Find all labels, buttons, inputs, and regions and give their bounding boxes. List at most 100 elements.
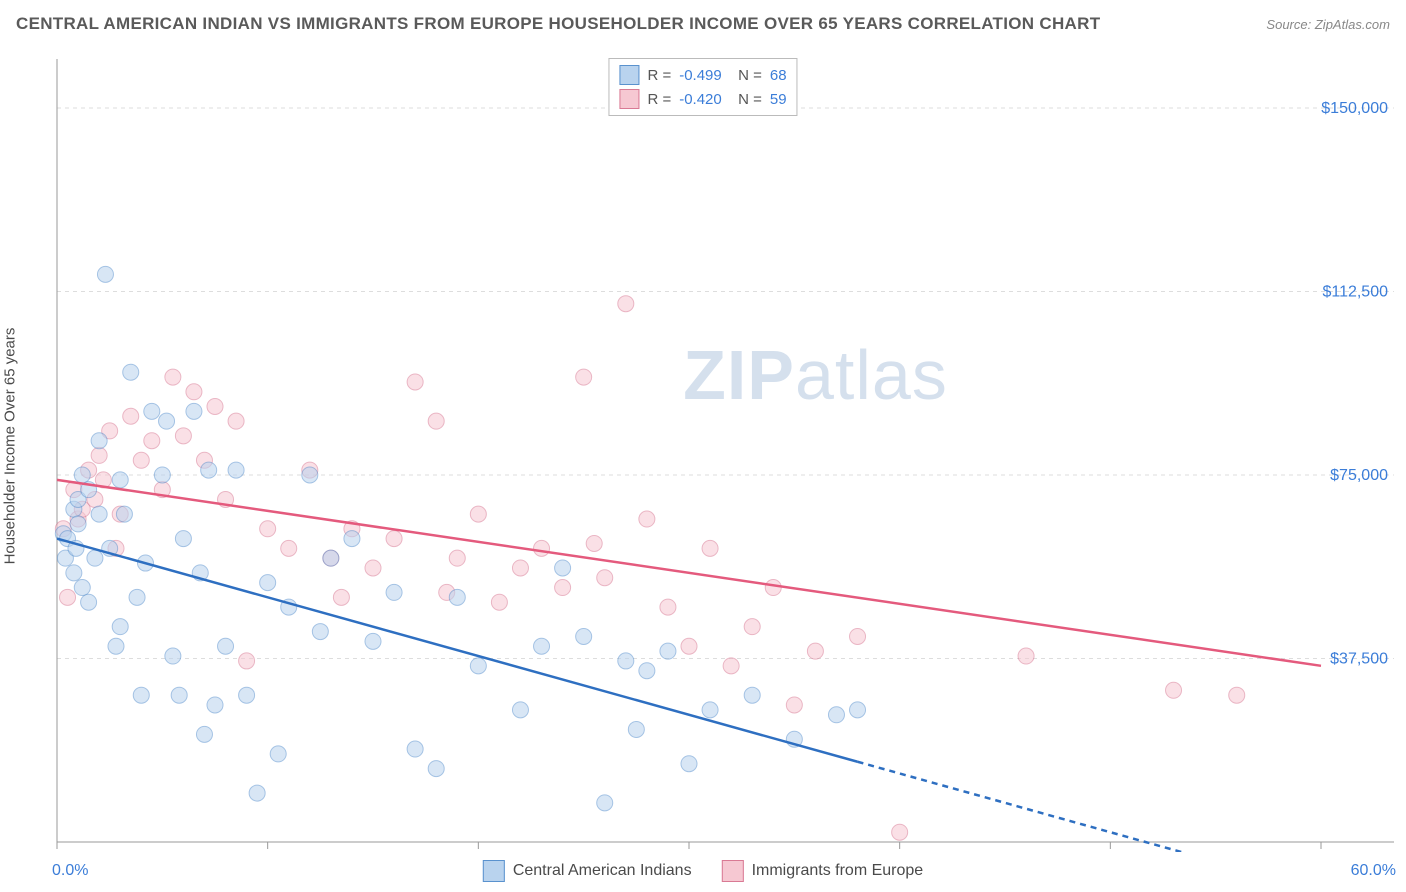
- data-point: [512, 560, 528, 576]
- data-point: [81, 594, 97, 610]
- stats-n-label: N =: [730, 91, 762, 108]
- data-point: [618, 296, 634, 312]
- stats-n-value: 59: [770, 91, 787, 108]
- data-point: [850, 628, 866, 644]
- y-tick-label: $112,500: [1322, 283, 1388, 300]
- data-point: [323, 550, 339, 566]
- data-point: [470, 658, 486, 674]
- data-point: [207, 697, 223, 713]
- data-point: [66, 565, 82, 581]
- x-max-label: 60.0%: [1351, 862, 1396, 880]
- data-point: [744, 687, 760, 703]
- data-point: [597, 795, 613, 811]
- data-point: [91, 506, 107, 522]
- chart-plot-area: $37,500 $75,000 $112,500 $150,000: [52, 55, 1396, 852]
- legend-item: Central American Indians: [483, 860, 692, 882]
- stats-swatch-icon: [619, 89, 639, 109]
- trend-line-dashed: [858, 762, 1321, 852]
- chart-title: CENTRAL AMERICAN INDIAN VS IMMIGRANTS FR…: [16, 14, 1100, 34]
- stats-n-label: N =: [730, 67, 762, 84]
- data-point: [154, 467, 170, 483]
- data-point: [344, 531, 360, 547]
- data-point: [386, 531, 402, 547]
- data-point: [386, 584, 402, 600]
- data-point: [239, 687, 255, 703]
- data-point: [449, 589, 465, 605]
- data-point: [175, 531, 191, 547]
- data-point: [112, 472, 128, 488]
- correlation-stats-box: R = -0.499 N = 68R = -0.420 N = 59: [608, 58, 797, 116]
- data-point: [702, 702, 718, 718]
- y-tick-label: $37,500: [1330, 650, 1388, 667]
- data-point: [618, 653, 634, 669]
- legend-swatch-icon: [722, 860, 744, 882]
- legend-swatch-icon: [483, 860, 505, 882]
- data-point: [281, 540, 297, 556]
- data-point: [639, 663, 655, 679]
- data-point: [702, 540, 718, 556]
- data-point: [91, 433, 107, 449]
- data-point: [555, 580, 571, 596]
- data-point: [97, 266, 113, 282]
- stats-n-value: 68: [770, 67, 787, 84]
- data-point: [1166, 682, 1182, 698]
- source-attribution: Source: ZipAtlas.com: [1266, 17, 1390, 32]
- data-point: [449, 550, 465, 566]
- data-point: [555, 560, 571, 576]
- y-tick-label: $75,000: [1330, 467, 1388, 484]
- data-point: [302, 467, 318, 483]
- stats-r-label: R =: [647, 67, 671, 84]
- data-point: [892, 824, 908, 840]
- data-point: [534, 638, 550, 654]
- data-point: [123, 408, 139, 424]
- data-point: [850, 702, 866, 718]
- data-point: [586, 535, 602, 551]
- data-point: [74, 467, 90, 483]
- data-point: [270, 746, 286, 762]
- data-point: [660, 599, 676, 615]
- data-point: [628, 721, 644, 737]
- stats-r-value: -0.420: [679, 91, 722, 108]
- data-point: [807, 643, 823, 659]
- data-point: [159, 413, 175, 429]
- data-point: [312, 624, 328, 640]
- data-point: [723, 658, 739, 674]
- x-min-label: 0.0%: [52, 862, 88, 880]
- data-point: [165, 648, 181, 664]
- data-point: [60, 589, 76, 605]
- data-point: [576, 369, 592, 385]
- data-point: [218, 638, 234, 654]
- data-point: [228, 462, 244, 478]
- data-point: [116, 506, 132, 522]
- data-point: [228, 413, 244, 429]
- legend-item: Immigrants from Europe: [722, 860, 924, 882]
- data-point: [365, 560, 381, 576]
- data-point: [597, 570, 613, 586]
- legend-label: Central American Indians: [513, 862, 692, 880]
- data-point: [681, 638, 697, 654]
- data-point: [534, 540, 550, 556]
- data-point: [681, 756, 697, 772]
- data-point: [1229, 687, 1245, 703]
- data-point: [639, 511, 655, 527]
- data-point: [123, 364, 139, 380]
- data-point: [171, 687, 187, 703]
- data-point: [260, 575, 276, 591]
- data-point: [512, 702, 528, 718]
- data-point: [249, 785, 265, 801]
- data-point: [133, 687, 149, 703]
- data-point: [207, 398, 223, 414]
- data-point: [175, 428, 191, 444]
- data-point: [765, 580, 781, 596]
- data-point: [470, 506, 486, 522]
- y-tick-label: $150,000: [1321, 100, 1388, 117]
- data-point: [260, 521, 276, 537]
- data-point: [144, 433, 160, 449]
- data-point: [828, 707, 844, 723]
- legend: Central American Indians Immigrants from …: [483, 860, 923, 882]
- data-point: [186, 403, 202, 419]
- data-point: [491, 594, 507, 610]
- data-point: [108, 638, 124, 654]
- data-point: [1018, 648, 1034, 664]
- data-point: [74, 580, 90, 596]
